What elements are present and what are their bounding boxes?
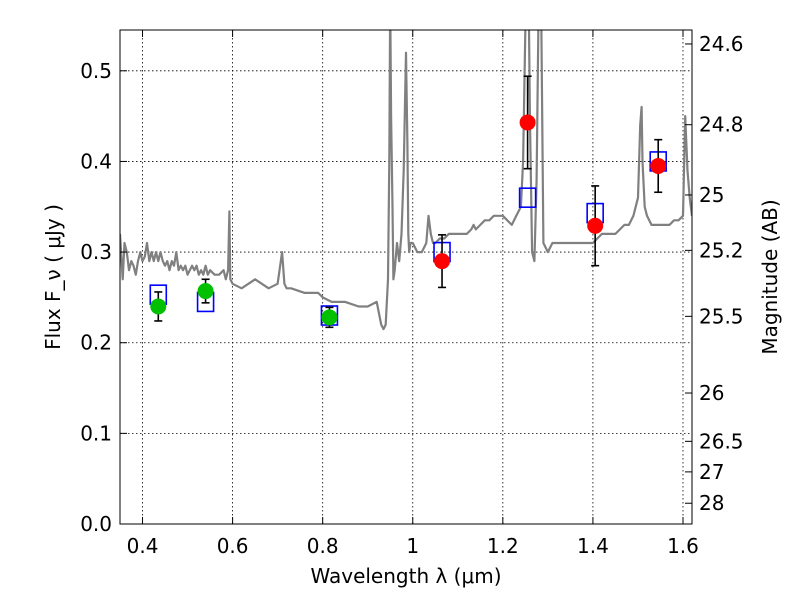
x-tick-label: 1.4	[577, 534, 609, 558]
right-tick-label: 25.5	[699, 304, 744, 328]
x-axis-title: Wavelength λ (μm)	[310, 564, 501, 588]
y-tick-label: 0.1	[80, 421, 112, 445]
right-tick-label: 27	[699, 460, 724, 484]
x-tick-label: 1.6	[667, 534, 699, 558]
x-tick-label: 1	[406, 534, 419, 558]
right-tick-label: 25.2	[699, 238, 744, 262]
x-tick-label: 0.6	[217, 534, 249, 558]
y-tick-label: 0.5	[80, 59, 112, 83]
right-tick-label: 24.8	[699, 113, 744, 137]
marker-series	[149, 75, 668, 329]
y-tick-label: 0.2	[80, 331, 112, 355]
right-tick-label: 25	[699, 183, 724, 207]
right-tick-label: 28	[699, 491, 724, 515]
y-tick-label: 0.3	[80, 240, 112, 264]
right-tick-label: 26.5	[699, 429, 744, 453]
observed-flux-point-red	[650, 157, 667, 174]
spectrum-series	[120, 30, 692, 331]
spectrum-line	[120, 30, 692, 331]
observed-flux-point-red	[519, 114, 536, 131]
observed-flux-point-green	[321, 309, 338, 326]
observed-flux-point-green	[150, 298, 167, 315]
axis-ticks: 0.4 0.6 0.8 1 1.2 1.4 1.6 0.0 0.1 0.2 0.3 0.4 0.5 24.…	[80, 30, 744, 558]
observed-flux-point-red	[587, 217, 604, 234]
x-tick-label: 0.8	[307, 534, 339, 558]
x-tick-label: 1.2	[487, 534, 519, 558]
right-tick-label: 26	[699, 381, 724, 405]
x-tick-label: 0.4	[127, 534, 159, 558]
y-axis-title: Flux F_ν ( μJy )	[41, 204, 65, 350]
y-tick-label: 0.4	[80, 149, 112, 173]
y-tick-label: 0.0	[80, 512, 112, 536]
right-tick-label: 24.6	[699, 32, 744, 56]
observed-flux-point-green	[197, 283, 214, 300]
observed-flux-point-red	[434, 253, 451, 270]
plot-frame	[119, 29, 693, 525]
right-axis-title: Magnitude (AB)	[758, 199, 782, 354]
model-flux-square	[518, 187, 537, 208]
